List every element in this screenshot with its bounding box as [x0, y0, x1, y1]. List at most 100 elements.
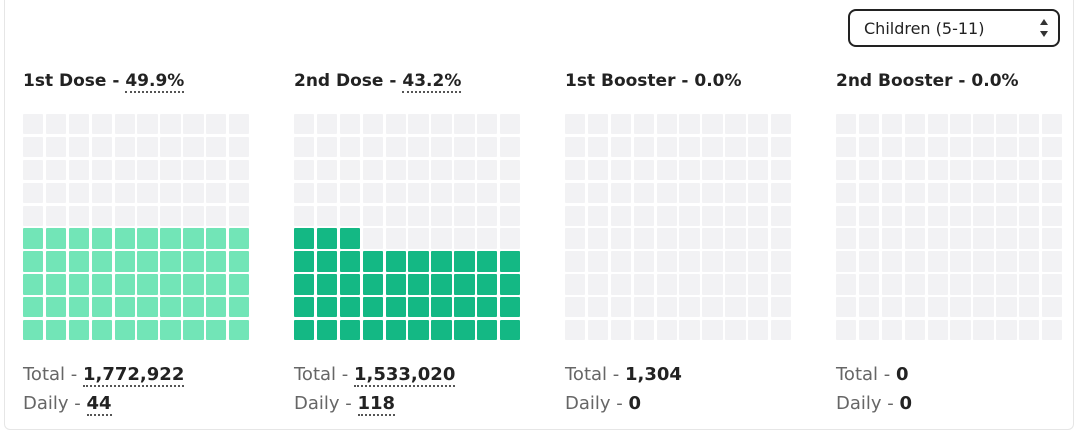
waffle-cell	[1019, 159, 1040, 181]
waffle-cell	[973, 182, 994, 203]
waffle-cell	[858, 205, 880, 226]
waffle-cell	[927, 274, 948, 295]
waffle-cell	[294, 182, 315, 203]
waffle-cell	[477, 251, 498, 272]
daily-value[interactable]: 44	[86, 393, 112, 416]
waffle-cell	[500, 136, 521, 158]
waffle-cell	[477, 136, 498, 158]
waffle-cell	[996, 251, 1017, 272]
waffle-cell	[229, 228, 250, 249]
waffle-cell	[68, 205, 90, 226]
waffle-cell	[748, 136, 769, 158]
waffle-cell	[431, 114, 452, 135]
waffle-cell	[858, 251, 880, 272]
waffle-cell	[339, 136, 361, 158]
waffle-cell	[137, 228, 158, 249]
percentage[interactable]: 49.9%	[125, 71, 185, 93]
waffle-cell	[500, 205, 521, 226]
waffle-cell	[206, 297, 227, 318]
waffle-cell	[771, 205, 792, 226]
waffle-cell	[23, 251, 44, 272]
waffle-cell	[950, 228, 971, 249]
percentage[interactable]: 43.2%	[402, 71, 462, 93]
total-value[interactable]: 1,533,020	[354, 364, 456, 387]
waffle-cell	[431, 320, 452, 341]
waffle-cell	[316, 136, 338, 158]
waffle-cell	[385, 205, 406, 226]
waffle-cell	[771, 182, 792, 203]
waffle-cell	[477, 274, 498, 295]
stats: Total - 0 Daily - 0	[836, 364, 913, 414]
waffle-cell	[500, 159, 521, 181]
waffle-cell	[633, 320, 654, 341]
waffle-cell	[408, 205, 429, 226]
waffle-cell	[114, 274, 135, 295]
total-value[interactable]: 1,772,922	[83, 364, 185, 387]
waffle-cell	[973, 159, 994, 181]
waffle-cell	[973, 114, 994, 135]
waffle-cell	[996, 228, 1017, 249]
waffle-cell	[385, 251, 406, 272]
panel-title: 1st Booster - 0.0%	[565, 71, 742, 91]
waffle-cell	[160, 297, 181, 318]
waffle-cell	[454, 274, 475, 295]
waffle-cell	[183, 136, 204, 158]
waffle-cell	[950, 182, 971, 203]
waffle-cell	[500, 274, 521, 295]
waffle-cell	[45, 228, 67, 249]
waffle-cell	[633, 159, 654, 181]
age-group-select[interactable]: Children (5-11)	[848, 9, 1060, 47]
waffle-cell	[656, 114, 677, 135]
waffle-cell	[294, 274, 315, 295]
waffle-cell	[114, 182, 135, 203]
waffle-cell	[160, 182, 181, 203]
waffle-cell	[385, 228, 406, 249]
waffle-cell	[679, 114, 700, 135]
waffle-cell	[23, 228, 44, 249]
waffle-cell	[160, 159, 181, 181]
waffle-cell	[748, 251, 769, 272]
waffle-cell	[160, 114, 181, 135]
stats: Total - 1,772,922 Daily - 44	[23, 364, 185, 416]
waffle-cell	[408, 320, 429, 341]
waffle-cell	[294, 320, 315, 341]
waffle-cell	[610, 297, 632, 318]
daily-value[interactable]: 118	[357, 393, 396, 416]
waffle-cell	[1019, 251, 1040, 272]
waffle-cell	[610, 228, 632, 249]
waffle-cell	[656, 159, 677, 181]
waffle-cell	[996, 205, 1017, 226]
waffle-cell	[587, 159, 609, 181]
waffle-cell	[996, 274, 1017, 295]
waffle-cell	[362, 182, 383, 203]
panel-title: 2nd Dose - 43.2%	[294, 71, 462, 93]
waffle-cell	[206, 114, 227, 135]
waffle-cell	[679, 274, 700, 295]
waffle-cell	[973, 320, 994, 341]
waffle-cell	[23, 297, 44, 318]
waffle-cell	[206, 136, 227, 158]
waffle-cell	[408, 251, 429, 272]
waffle-cell	[858, 114, 880, 135]
waffle-cell	[68, 228, 90, 249]
waffle-cell	[1042, 114, 1063, 135]
waffle-cell	[725, 205, 746, 226]
waffle-cell	[294, 136, 315, 158]
waffle-cell	[702, 159, 723, 181]
waffle-cell	[362, 251, 383, 272]
waffle-cell	[91, 320, 112, 341]
waffle-cell	[91, 274, 112, 295]
waffle-cell	[1042, 182, 1063, 203]
waffle-cell	[904, 159, 925, 181]
panel-booster-2: 2nd Booster - 0.0% Total - 0 Daily - 0	[836, 68, 1066, 414]
waffle-cell	[656, 274, 677, 295]
waffle-cell	[160, 274, 181, 295]
waffle-cell	[633, 251, 654, 272]
waffle-cell	[500, 297, 521, 318]
waffle-cell	[656, 320, 677, 341]
waffle-cell	[206, 251, 227, 272]
waffle-cell	[385, 320, 406, 341]
waffle-cell	[565, 205, 586, 226]
waffle-cell	[927, 297, 948, 318]
waffle-cell	[973, 251, 994, 272]
